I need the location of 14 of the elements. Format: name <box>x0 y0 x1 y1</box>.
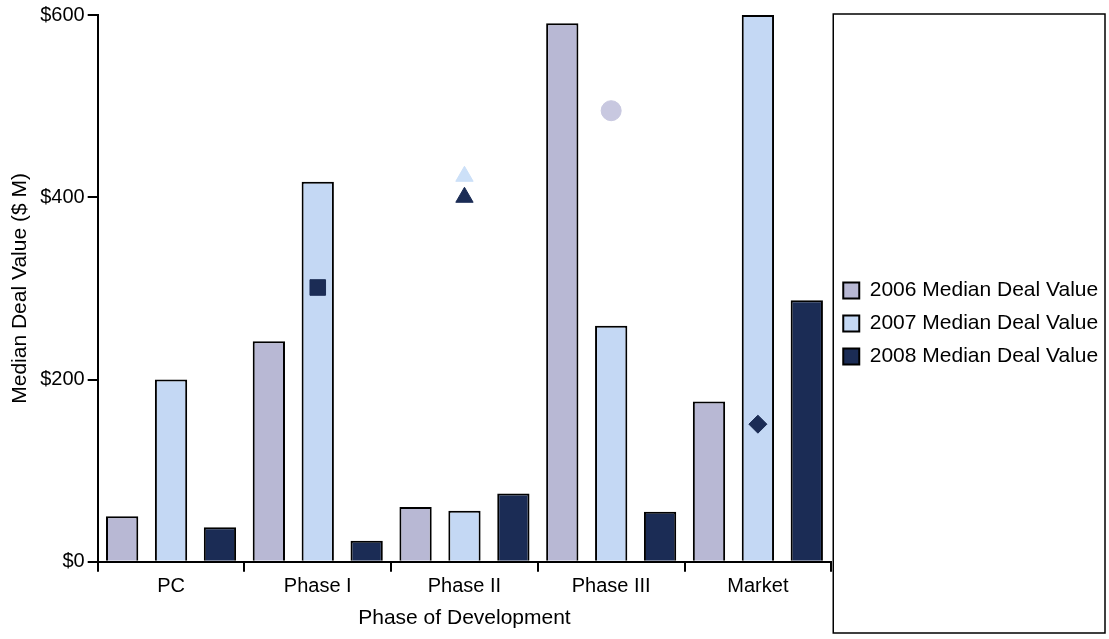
x-tick-label: Phase III <box>571 574 651 597</box>
y-tick-label: $400 <box>40 184 85 207</box>
y-tick-label: $0 <box>62 549 85 572</box>
x-tick-label: Market <box>727 574 789 597</box>
x-tick-label: Phase I <box>283 574 352 597</box>
legend-label: 2008 Median Deal Value <box>869 343 1099 367</box>
x-tick-label: Phase II <box>427 574 502 597</box>
y-axis-title: Median Deal Value ($ M) <box>7 173 31 404</box>
x-axis-title: Phase of Development <box>358 605 571 629</box>
y-tick-label: $600 <box>40 2 85 25</box>
x-tick-label: PC <box>157 574 185 597</box>
y-tick-label: $200 <box>40 367 85 390</box>
legend-label: 2006 Median Deal Value <box>869 277 1099 301</box>
legend-label: 2007 Median Deal Value <box>869 310 1099 334</box>
